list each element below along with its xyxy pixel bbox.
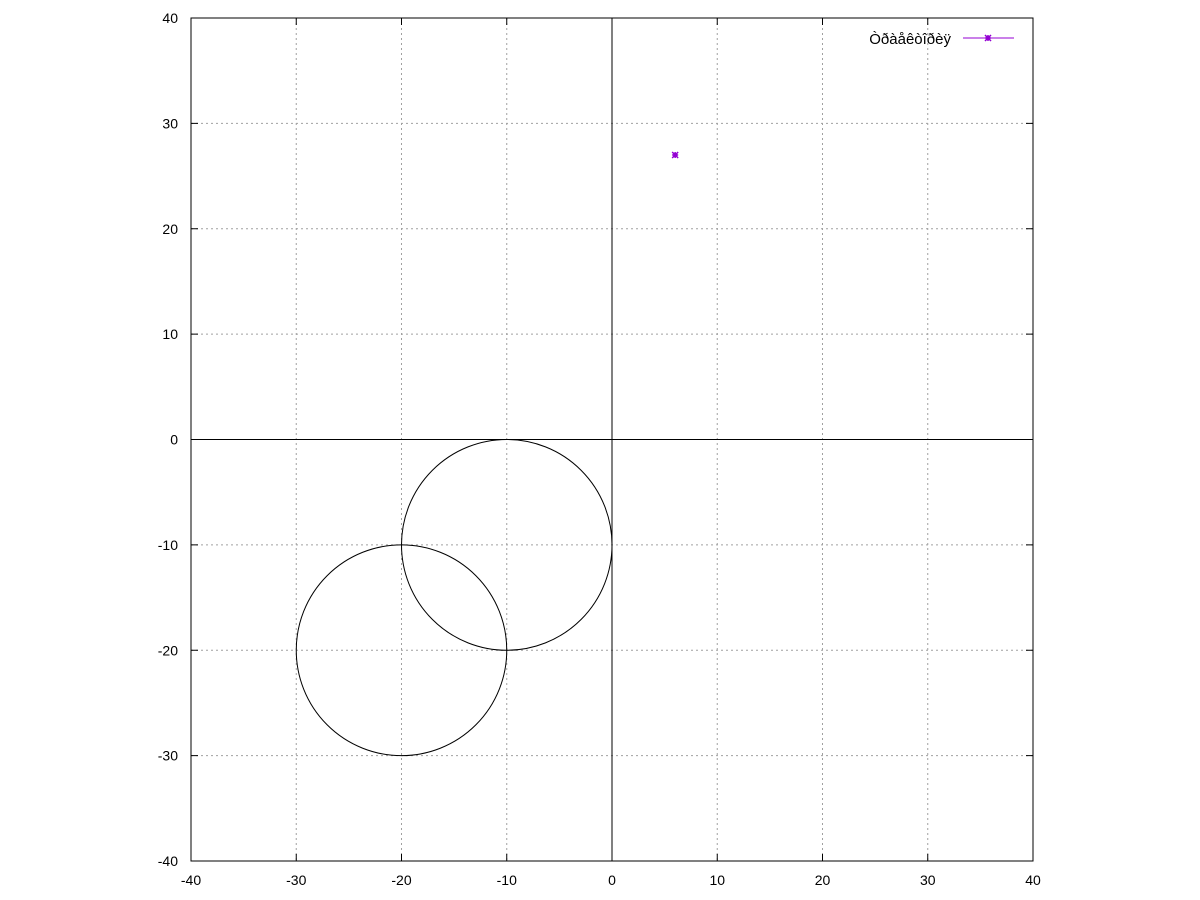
x-tick-label: 10: [709, 872, 725, 888]
x-tick-label: -40: [181, 872, 201, 888]
ticks: -40 -30 -20 -10 0 10 20 30 40 -40 -30 -20 -10 0 10 20 30…: [158, 10, 1041, 888]
x-tick-label: 20: [815, 872, 831, 888]
x-tick-label: 40: [1025, 872, 1041, 888]
y-tick-label: -20: [158, 642, 178, 658]
x-tick-label: 0: [608, 872, 616, 888]
marker-dot: [673, 152, 678, 157]
data-point: [671, 151, 679, 159]
x-tick-label: -20: [391, 872, 411, 888]
circles: [295, 439, 613, 757]
y-tick-label: 0: [170, 432, 178, 448]
y-tick-label: 20: [162, 221, 178, 237]
legend-marker: [984, 34, 992, 42]
x-tick-label: -10: [497, 872, 517, 888]
zero-axes: [191, 18, 1033, 861]
x-tick-label: -30: [286, 872, 306, 888]
y-tick-label: -10: [158, 537, 178, 553]
series: [671, 151, 679, 159]
y-tick-label: 40: [162, 10, 178, 26]
trajectory-circle: [295, 544, 508, 757]
x-tick-label: 30: [920, 872, 936, 888]
y-tick-label: 10: [162, 326, 178, 342]
y-tick-label: -40: [158, 853, 178, 869]
marker-dot: [986, 36, 990, 40]
legend-label: Òðàåêòîðèÿ: [869, 31, 951, 48]
legend-marker-glyph: [984, 34, 992, 42]
y-tick-label: 30: [162, 115, 178, 131]
legend: Òðàåêòîðèÿ: [869, 31, 1014, 48]
y-tick-label: -30: [158, 748, 178, 764]
